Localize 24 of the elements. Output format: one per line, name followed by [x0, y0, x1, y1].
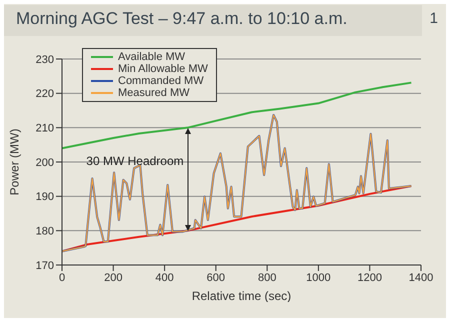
legend-label: Measured MW — [118, 87, 190, 99]
x-tick-label: 200 — [104, 272, 122, 284]
legend-label: Commanded MW — [118, 75, 204, 87]
y-axis-title: Power (MW) — [7, 128, 22, 196]
y-tick-label: 190 — [36, 191, 54, 204]
legend-label: Available MW — [118, 51, 186, 63]
x-tick-label: 800 — [258, 272, 276, 284]
y-tick-label: 180 — [36, 226, 54, 238]
x-tick-label: 600 — [206, 272, 226, 284]
y-tick-label: 210 — [36, 122, 54, 135]
x-tick-label: 1200 — [357, 272, 382, 284]
y-tick-label: 230 — [36, 54, 54, 66]
x-tick-label: 0 — [58, 272, 66, 284]
legend-label: Min Allowable MW — [118, 63, 208, 75]
y-tick-label: 170 — [36, 260, 54, 272]
annotation: 30 MW Headroom — [85, 154, 184, 168]
x-tick-label: 1000 — [306, 272, 331, 284]
text: 1 — [430, 10, 438, 27]
chart-title: Morning AGC Test – 9:47 a.m. to 10:10 a.m. — [16, 9, 348, 29]
y-tick-label: 220 — [36, 88, 54, 100]
x-tick-label: 400 — [155, 272, 174, 284]
x-tick-label: 1400 — [408, 272, 434, 284]
y-tick-label: 200 — [36, 156, 54, 169]
line-series — [62, 185, 412, 252]
